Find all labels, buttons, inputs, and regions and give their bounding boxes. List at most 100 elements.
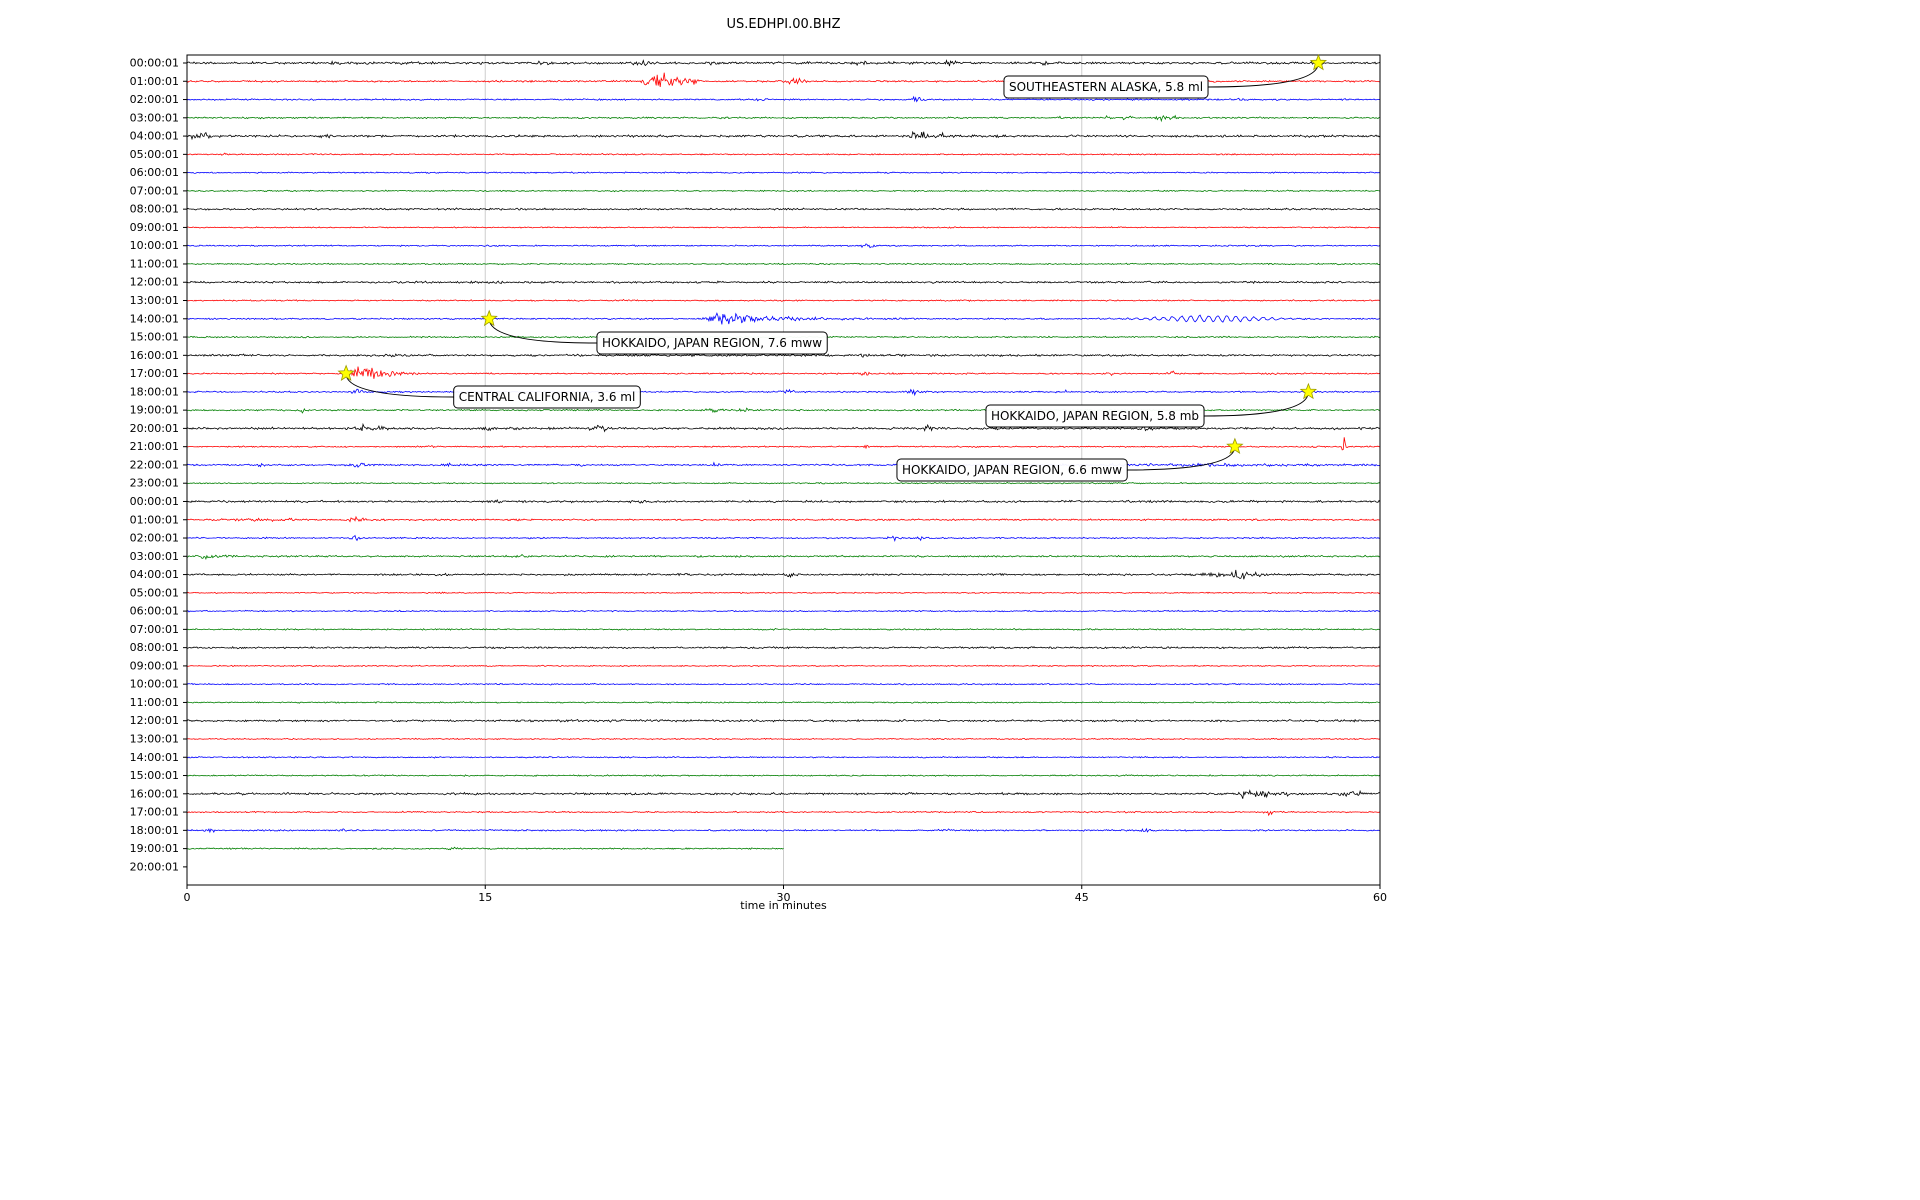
y-tick-label: 20:00:01 [130, 422, 179, 435]
event-star-icon [337, 364, 355, 382]
event-label-box [453, 385, 641, 409]
trace-row [186, 130, 1381, 141]
trace-row [186, 95, 1381, 103]
trace-row [186, 114, 1380, 123]
event-label-box [896, 458, 1128, 482]
trace-row [186, 366, 1381, 379]
trace-row [186, 789, 1381, 799]
trace-row [186, 846, 784, 851]
trace-row [186, 682, 1381, 686]
event-connector [1208, 62, 1319, 88]
trace-row [187, 515, 1380, 523]
x-tick-label: 60 [1373, 891, 1387, 904]
y-tick-label: 06:00:01 [130, 166, 179, 179]
x-tick-label: 45 [1075, 891, 1089, 904]
y-tick-label: 03:00:01 [130, 550, 179, 563]
y-tick-label: 19:00:01 [130, 404, 179, 417]
trace-row [186, 701, 1381, 704]
plot-title: US.EDHPI.00.BHZ [726, 17, 841, 32]
trace-row [186, 280, 1381, 285]
trace-row [186, 553, 1381, 561]
trace-row [186, 534, 1381, 543]
event-annotation: HOKKAIDO, JAPAN REGION, 5.8 mb [985, 382, 1318, 428]
y-tick-label: 04:00:01 [130, 130, 179, 143]
trace-row [186, 59, 1381, 67]
y-tick-label: 02:00:01 [130, 532, 179, 545]
y-tick-label: 01:00:01 [130, 75, 179, 88]
y-tick-label: 05:00:01 [130, 148, 179, 161]
trace-row [186, 298, 1381, 303]
trace-row [186, 262, 1381, 266]
y-tick-label: 07:00:01 [130, 184, 179, 197]
y-tick-label: 13:00:01 [130, 732, 179, 745]
y-tick-label: 04:00:01 [130, 568, 179, 581]
trace-row [186, 827, 1381, 834]
event-label: HOKKAIDO, JAPAN REGION, 6.6 mww [902, 463, 1122, 477]
trace-row [186, 207, 1380, 211]
trace-row [186, 152, 1381, 156]
event-label-box [596, 331, 828, 355]
trace-row [186, 609, 1381, 613]
event-connector [1204, 391, 1309, 417]
y-tick-label: 16:00:01 [130, 349, 179, 362]
trace-row [186, 645, 1381, 650]
trace-row [186, 628, 1380, 631]
y-tick-label: 06:00:01 [130, 605, 179, 618]
trace-row [186, 774, 1381, 777]
y-tick-label: 09:00:01 [130, 221, 179, 234]
y-tick-label: 16:00:01 [130, 787, 179, 800]
trace-row [186, 591, 1381, 595]
trace-row [186, 422, 1381, 433]
trace-row [186, 755, 1380, 759]
y-tick-label: 07:00:01 [130, 623, 179, 636]
event-label: CENTRAL CALIFORNIA, 3.6 ml [459, 390, 636, 404]
y-tick-label: 03:00:01 [130, 111, 179, 124]
y-tick-label: 23:00:01 [130, 477, 179, 490]
event-label: HOKKAIDO, JAPAN REGION, 5.8 mb [991, 409, 1199, 423]
trace-row [186, 498, 1381, 504]
trace-row [186, 243, 1381, 249]
y-tick-label: 17:00:01 [130, 367, 179, 380]
event-annotation: SOUTHEASTERN ALASKA, 5.8 ml [1003, 53, 1328, 99]
trace-row [186, 737, 1381, 741]
event-annotation: HOKKAIDO, JAPAN REGION, 7.6 mww [480, 309, 828, 355]
y-tick-label: 08:00:01 [130, 641, 179, 654]
event-label-box [1003, 75, 1209, 99]
y-tick-label: 21:00:01 [130, 440, 179, 453]
trace-row [186, 481, 1381, 485]
trace-row [186, 664, 1381, 668]
y-tick-label: 12:00:01 [130, 276, 179, 289]
y-tick-label: 10:00:01 [130, 678, 179, 691]
x-tick-label: 30 [777, 891, 791, 904]
y-tick-label: 10:00:01 [130, 239, 179, 252]
y-tick-label: 14:00:01 [130, 751, 179, 764]
y-tick-label: 18:00:01 [130, 385, 179, 398]
y-tick-label: 00:00:01 [130, 495, 179, 508]
y-tick-label: 08:00:01 [130, 203, 179, 216]
trace-row [186, 810, 1381, 817]
event-annotation: CENTRAL CALIFORNIA, 3.6 ml [337, 364, 641, 409]
y-tick-label: 15:00:01 [130, 331, 179, 344]
event-star-icon [1299, 382, 1318, 400]
x-tick-label: 15 [478, 891, 492, 904]
y-tick-label: 17:00:01 [130, 806, 179, 819]
x-tick-label: 0 [184, 891, 191, 904]
event-star-icon [1226, 437, 1244, 454]
event-label-box [985, 404, 1205, 428]
y-tick-label: 01:00:01 [130, 513, 179, 526]
trace-row [186, 718, 1381, 723]
event-connector [488, 318, 597, 344]
y-tick-label: 19:00:01 [130, 842, 179, 855]
y-tick-label: 12:00:01 [130, 714, 179, 727]
event-connector [345, 373, 454, 398]
trace-row [187, 189, 1381, 193]
y-tick-label: 15:00:01 [130, 769, 179, 782]
y-tick-label: 02:00:01 [130, 93, 179, 106]
y-tick-label: 20:00:01 [130, 860, 179, 873]
y-tick-label: 00:00:01 [130, 57, 179, 70]
trace-row [187, 569, 1381, 580]
trace-row [186, 312, 1381, 325]
y-tick-label: 11:00:01 [130, 696, 179, 709]
trace-row [186, 437, 1381, 451]
